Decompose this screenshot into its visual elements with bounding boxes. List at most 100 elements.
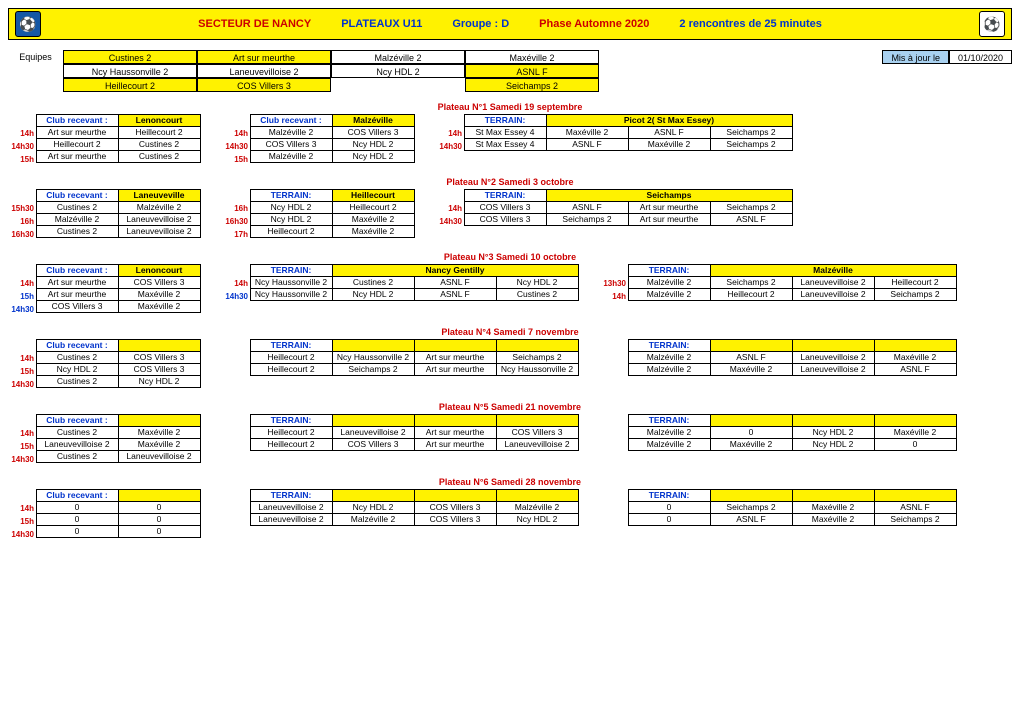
hdr-plateaux: PLATEAUX U11 bbox=[341, 18, 422, 30]
plateau-title: Plateau N°5 Samedi 21 novembre bbox=[8, 402, 1012, 412]
equipes-section: Equipes Custines 2Art sur meurtheMalzévi… bbox=[8, 50, 1012, 92]
match-grid: TERRAIN:Heillecourt 2Laneuvevilloise 2Ar… bbox=[250, 414, 578, 450]
plateau-title: Plateau N°2 Samedi 3 octobre bbox=[8, 177, 1012, 187]
match-cell: Maxéville 2 bbox=[628, 138, 711, 151]
match-cell: Heillecourt 2 bbox=[250, 438, 333, 451]
equipe-cell: Seichamps 2 bbox=[465, 78, 599, 92]
plateau-title: Plateau N°6 Samedi 28 novembre bbox=[8, 477, 1012, 487]
match-grid: TERRAIN:Picot 2( St Max Essey)St Max Ess… bbox=[464, 114, 792, 150]
match-cell: 0 bbox=[36, 525, 119, 538]
equipe-cell: Ncy Haussonville 2 bbox=[63, 64, 197, 78]
match-cell: Heillecourt 2 bbox=[250, 363, 333, 376]
equipe-cell: Custines 2 bbox=[63, 50, 197, 64]
match-block: 14h15h14h30Club recevant :Custines 2COS … bbox=[8, 339, 200, 391]
match-cell: ASNL F bbox=[414, 288, 497, 301]
match-block: 13h3014hTERRAIN:MalzévilleMalzéville 2Se… bbox=[600, 264, 956, 316]
time-cell: 16h30 bbox=[222, 215, 250, 228]
match-grid: TERRAIN:Laneuvevilloise 2Ncy HDL 2COS Vi… bbox=[250, 489, 578, 525]
match-block: 15h3016h16h30Club recevant :Laneuveville… bbox=[8, 189, 200, 241]
time-cell: 15h bbox=[8, 153, 36, 166]
hdr-secteur: SECTEUR DE NANCY bbox=[198, 18, 311, 30]
hdr-phase: Phase Automne 2020 bbox=[539, 18, 649, 30]
match-cell: Ncy HDL 2 bbox=[792, 438, 875, 451]
time-cell: 14h30 bbox=[8, 140, 36, 153]
match-grid: Club recevant :000000 bbox=[36, 489, 200, 537]
plateau-row: 14h15h14h30Club recevant :LenoncourtArt … bbox=[8, 264, 1012, 316]
match-cell: Heillecourt 2 bbox=[250, 225, 333, 238]
match-cell: Art sur meurthe bbox=[414, 363, 497, 376]
match-cell: Ncy HDL 2 bbox=[332, 150, 415, 163]
time-cell bbox=[222, 502, 250, 515]
match-cell: Maxéville 2 bbox=[118, 300, 201, 313]
time-cell: 14h30 bbox=[436, 140, 464, 153]
match-block: 14h15h14h30Club recevant :LenoncourtArt … bbox=[8, 264, 200, 316]
equipes-label: Equipes bbox=[8, 50, 63, 64]
hdr-rencontres: 2 rencontres de 25 minutes bbox=[679, 18, 821, 30]
time-cell bbox=[600, 352, 628, 365]
match-cell: Malzéville 2 bbox=[250, 150, 333, 163]
time-cell: 14h bbox=[8, 502, 36, 515]
match-cell: Malzéville 2 bbox=[628, 363, 711, 376]
match-cell: Seichamps 2 bbox=[874, 288, 957, 301]
time-cell bbox=[222, 352, 250, 365]
time-cell: 14h30 bbox=[8, 528, 36, 541]
match-grid: TERRAIN:SeichampsCOS Villers 3ASNL FArt … bbox=[464, 189, 792, 225]
equipe-cell: Art sur meurthe bbox=[197, 50, 331, 64]
time-cell: 15h bbox=[8, 515, 36, 528]
match-grid: TERRAIN:Nancy GentillyNcy Haussonville 2… bbox=[250, 264, 578, 300]
time-cell bbox=[222, 365, 250, 378]
match-cell: Malzéville 2 bbox=[628, 438, 711, 451]
match-block: 14h14h3015hClub recevant :LenoncourtArt … bbox=[8, 114, 200, 166]
header-titles: SECTEUR DE NANCY PLATEAUX U11 Groupe : D… bbox=[41, 18, 979, 30]
plateau-row: 14h15h14h30Club recevant :Custines 2Maxé… bbox=[8, 414, 1012, 466]
time-cell bbox=[600, 515, 628, 528]
match-block: 14h15h14h30Club recevant :000000 bbox=[8, 489, 200, 541]
match-cell: Malzéville 2 bbox=[332, 513, 415, 526]
match-block: TERRAIN:Laneuvevilloise 2Ncy HDL 2COS Vi… bbox=[222, 489, 578, 541]
match-grid: Club recevant :Custines 2Maxéville 2Lane… bbox=[36, 414, 200, 462]
match-cell: Seichamps 2 bbox=[710, 138, 793, 151]
match-cell: Seichamps 2 bbox=[874, 513, 957, 526]
match-cell: Ncy Haussonville 2 bbox=[250, 288, 333, 301]
match-cell: 0 bbox=[628, 513, 711, 526]
logo-right: ⚽ bbox=[979, 11, 1005, 37]
match-cell: 0 bbox=[118, 525, 201, 538]
match-cell: Maxéville 2 bbox=[710, 363, 793, 376]
match-cell: Seichamps 2 bbox=[332, 363, 415, 376]
time-cell bbox=[600, 440, 628, 453]
time-cell: 15h bbox=[8, 290, 36, 303]
plateaux-container: Plateau N°1 Samedi 19 septembre 14h14h30… bbox=[8, 102, 1012, 548]
match-cell: Ncy Haussonville 2 bbox=[496, 363, 579, 376]
match-grid: TERRAIN:Heillecourt 2Ncy Haussonville 2A… bbox=[250, 339, 578, 375]
plateau-title: Plateau N°4 Samedi 7 novembre bbox=[8, 327, 1012, 337]
match-cell: ASNL F bbox=[710, 513, 793, 526]
equipe-cell: COS Villers 3 bbox=[197, 78, 331, 92]
match-block: TERRAIN:0Seichamps 2Maxéville 2ASNL F0AS… bbox=[600, 489, 956, 541]
match-grid: TERRAIN:MalzévilleMalzéville 2Seichamps … bbox=[628, 264, 956, 300]
match-grid: Club recevant :LenoncourtArt sur meurthe… bbox=[36, 114, 200, 162]
match-cell: Laneuvevilloise 2 bbox=[792, 288, 875, 301]
match-cell: Seichamps 2 bbox=[546, 213, 629, 226]
time-cell: 14h30 bbox=[8, 453, 36, 466]
header-bar: ⚽ SECTEUR DE NANCY PLATEAUX U11 Groupe :… bbox=[8, 8, 1012, 40]
time-cell bbox=[600, 365, 628, 378]
match-grid: TERRAIN:Malzéville 2ASNL FLaneuvevillois… bbox=[628, 339, 956, 375]
match-cell: COS Villers 3 bbox=[36, 300, 119, 313]
match-grid: Club recevant :MalzévilleMalzéville 2COS… bbox=[250, 114, 414, 162]
match-cell: Maxéville 2 bbox=[792, 513, 875, 526]
time-cell: 14h bbox=[600, 290, 628, 303]
time-cell: 14h bbox=[8, 352, 36, 365]
maj-box: Mis à jour le 01/10/2020 bbox=[882, 50, 1012, 64]
match-cell: COS Villers 3 bbox=[414, 513, 497, 526]
plateau-row: 14h14h3015hClub recevant :LenoncourtArt … bbox=[8, 114, 1012, 166]
time-cell: 14h bbox=[8, 127, 36, 140]
time-cell: 15h30 bbox=[8, 202, 36, 215]
time-cell: 14h bbox=[436, 202, 464, 215]
plateau-title: Plateau N°1 Samedi 19 septembre bbox=[8, 102, 1012, 112]
match-cell: Laneuvevilloise 2 bbox=[792, 363, 875, 376]
match-block: 14h15h14h30Club recevant :Custines 2Maxé… bbox=[8, 414, 200, 466]
equipe-cell: Malzéville 2 bbox=[331, 50, 465, 64]
match-cell: Art sur meurthe bbox=[36, 150, 119, 163]
time-cell: 14h30 bbox=[8, 303, 36, 316]
match-cell: COS Villers 3 bbox=[332, 438, 415, 451]
